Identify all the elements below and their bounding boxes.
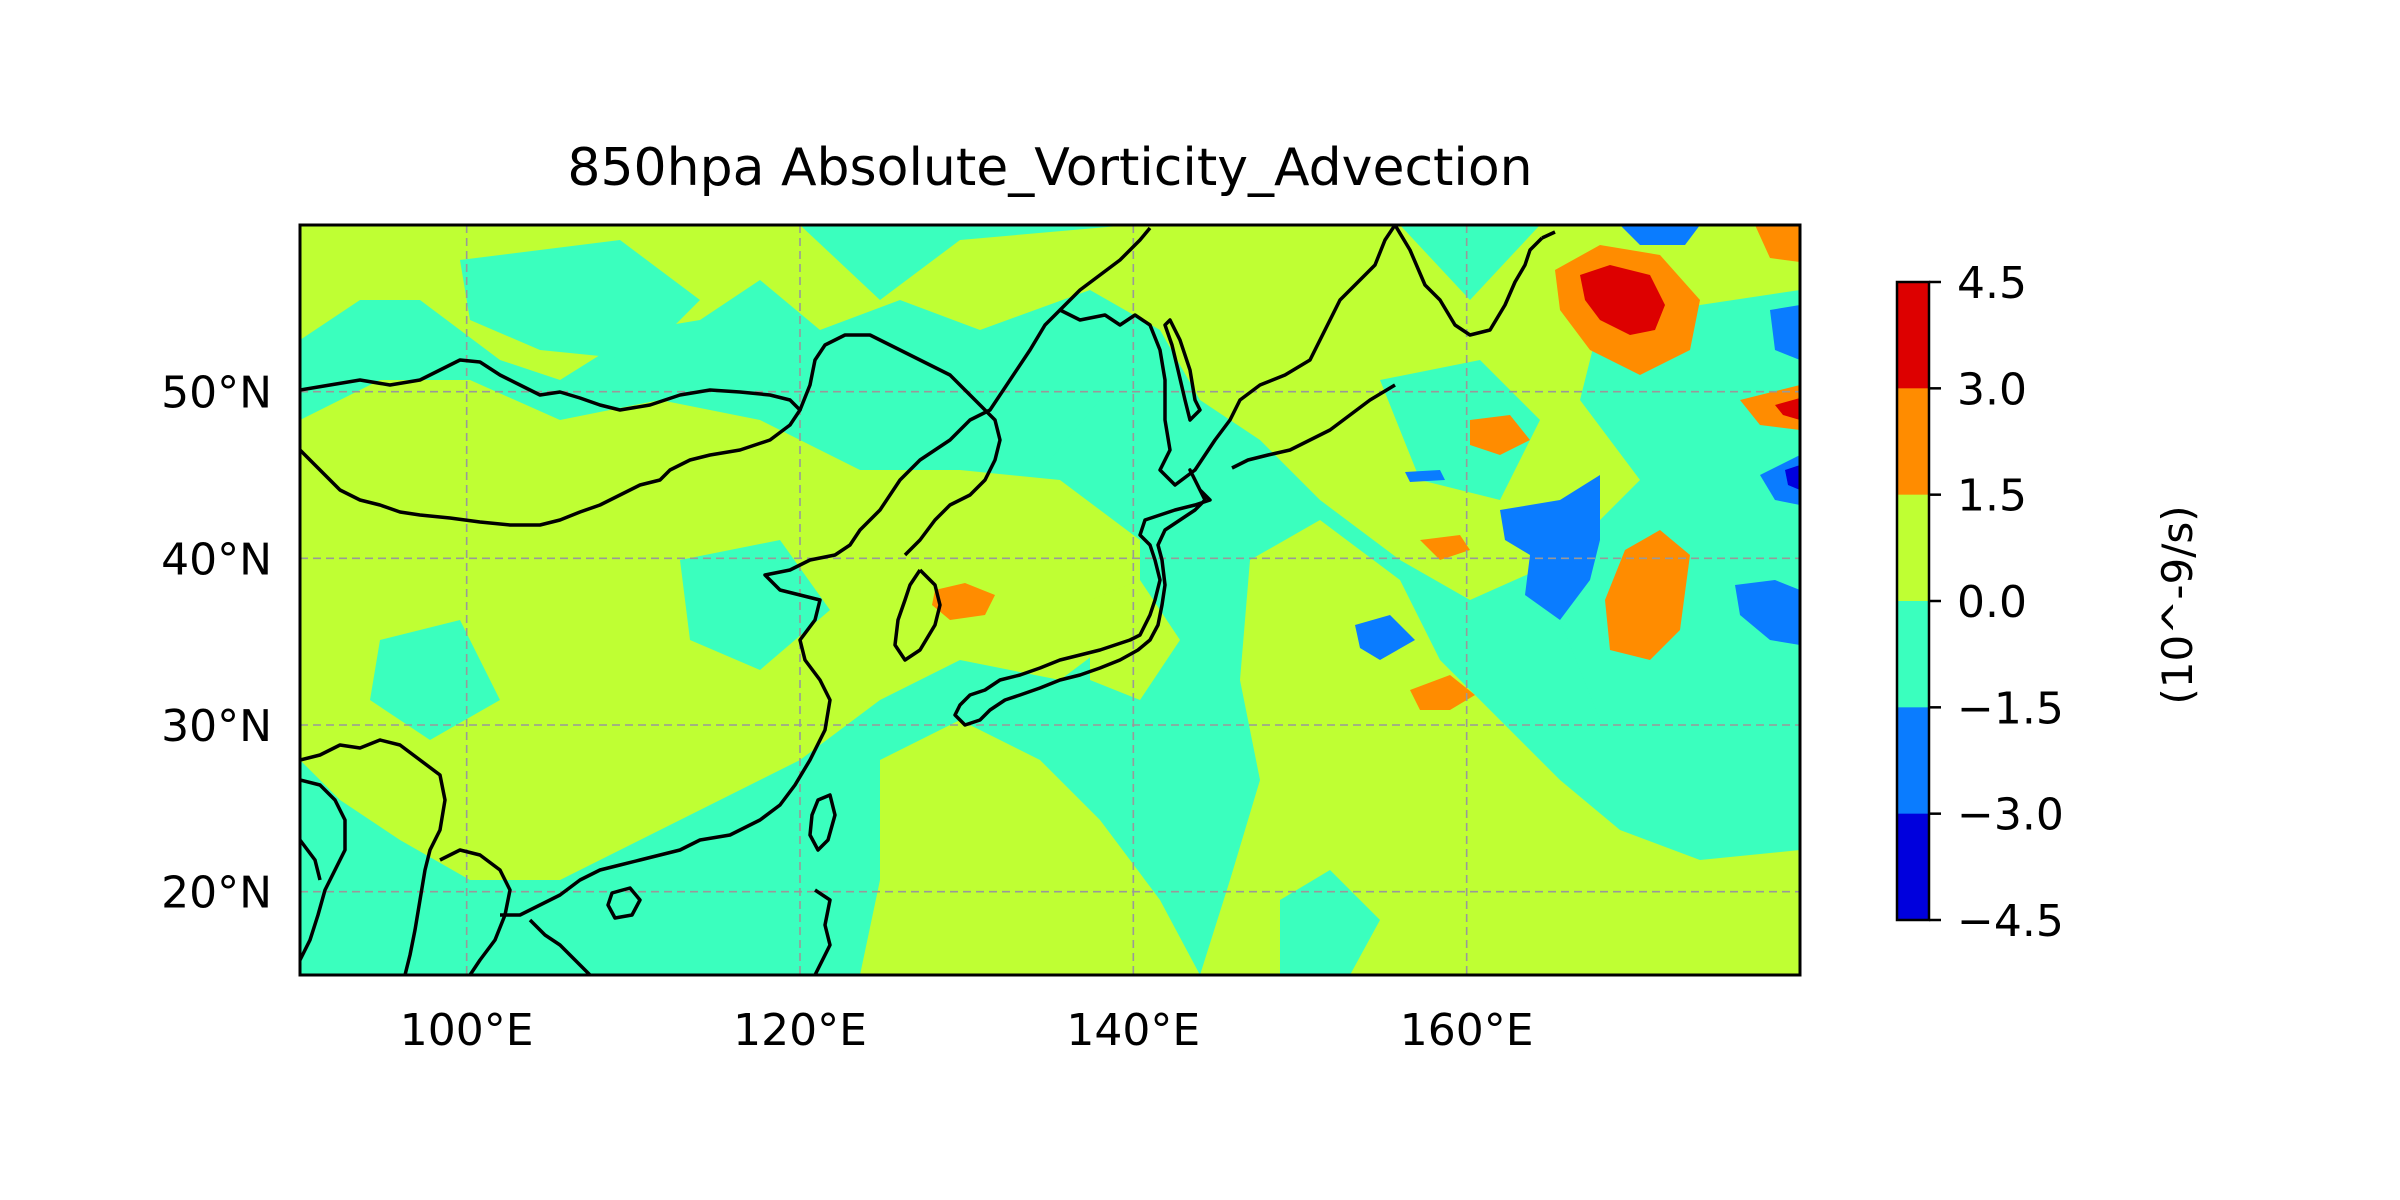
colorbar-bin — [1897, 601, 1929, 708]
chart-title: 850hpa Absolute_Vorticity_Advection — [567, 138, 1532, 198]
colorbar-tick-label: −1.5 — [1957, 683, 2064, 734]
x-tick-label: 100°E — [400, 1005, 534, 1056]
colorbar-bin — [1897, 494, 1929, 602]
colorbar-bin — [1897, 813, 1929, 921]
colorbar-tick-label: −3.0 — [1957, 790, 2064, 841]
contour-fills-positive-high — [1580, 265, 1800, 420]
contour-fills-negative-mid — [1355, 225, 1800, 660]
x-tick-label: 140°E — [1066, 1005, 1200, 1056]
y-tick-label: 20°N — [161, 868, 272, 919]
colorbar-bin — [1897, 388, 1929, 496]
colorbar-bin — [1897, 282, 1929, 389]
coastlines — [300, 225, 1556, 975]
colorbar-tick-label: 4.5 — [1957, 258, 2027, 309]
contour-fills-negative-high — [1785, 465, 1800, 490]
contour-fills-negative-low — [370, 240, 1720, 975]
map-frame — [298, 223, 1802, 977]
y-tick-label: 40°N — [161, 534, 272, 585]
x-tick-label: 120°E — [733, 1005, 867, 1056]
colorbar-tick-label: 0.0 — [1957, 577, 2027, 628]
y-tick-label: 50°N — [161, 368, 272, 419]
colorbar-label: (10^-9/s) — [2153, 505, 2202, 704]
colorbar-bin — [1897, 707, 1929, 815]
map-area — [300, 225, 1800, 975]
gridlines — [300, 225, 1800, 975]
colorbar-tick-label: −4.5 — [1957, 896, 2064, 947]
colorbar-tick-label: 1.5 — [1957, 471, 2027, 522]
colorbar-tick-label: 3.0 — [1957, 364, 2027, 415]
colorbar: 4.5 3.0 1.5 0.0 −1.5 −3.0 −4.5 — [1895, 258, 2064, 947]
y-tick-label: 30°N — [161, 701, 272, 752]
map-axis-ticks: 100°E 120°E 140°E 160°E 20°N 30°N 40°N 50°N — [161, 368, 1533, 1056]
x-tick-label: 160°E — [1400, 1005, 1534, 1056]
